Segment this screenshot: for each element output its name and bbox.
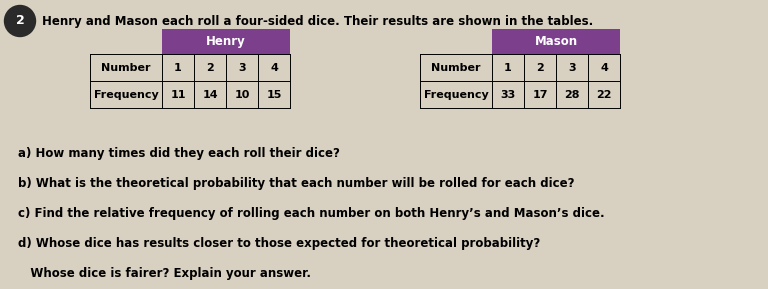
FancyBboxPatch shape: [162, 29, 290, 54]
Text: Mason: Mason: [535, 35, 578, 48]
Text: 17: 17: [532, 90, 548, 99]
Text: 3: 3: [568, 62, 576, 73]
Text: Frequency: Frequency: [94, 90, 158, 99]
Text: Number: Number: [432, 62, 481, 73]
Text: a) How many times did they each roll their dice?: a) How many times did they each roll the…: [18, 147, 340, 160]
Circle shape: [5, 5, 35, 36]
Text: 4: 4: [600, 62, 608, 73]
Text: d) Whose dice has results closer to those expected for theoretical probability?: d) Whose dice has results closer to thos…: [18, 237, 540, 250]
Text: 22: 22: [596, 90, 612, 99]
Text: 11: 11: [170, 90, 186, 99]
FancyBboxPatch shape: [492, 29, 620, 54]
Text: 1: 1: [504, 62, 512, 73]
Text: c) Find the relative frequency of rolling each number on both Henry’s and Mason’: c) Find the relative frequency of rollin…: [18, 207, 604, 220]
Text: 14: 14: [202, 90, 218, 99]
Text: Henry and Mason each roll a four-sided dice. Their results are shown in the tabl: Henry and Mason each roll a four-sided d…: [42, 14, 593, 27]
Text: 1: 1: [174, 62, 182, 73]
Text: 3: 3: [238, 62, 246, 73]
Text: 10: 10: [234, 90, 250, 99]
Text: b) What is the theoretical probability that each number will be rolled for each : b) What is the theoretical probability t…: [18, 177, 574, 190]
Text: 4: 4: [270, 62, 278, 73]
Text: 2: 2: [536, 62, 544, 73]
Text: Frequency: Frequency: [424, 90, 488, 99]
Text: 33: 33: [501, 90, 515, 99]
Text: 2: 2: [206, 62, 214, 73]
Text: 2: 2: [15, 14, 25, 27]
Text: 15: 15: [266, 90, 282, 99]
Text: Henry: Henry: [206, 35, 246, 48]
Text: Number: Number: [101, 62, 151, 73]
Text: Whose dice is fairer? Explain your answer.: Whose dice is fairer? Explain your answe…: [18, 267, 311, 280]
Text: 28: 28: [564, 90, 580, 99]
